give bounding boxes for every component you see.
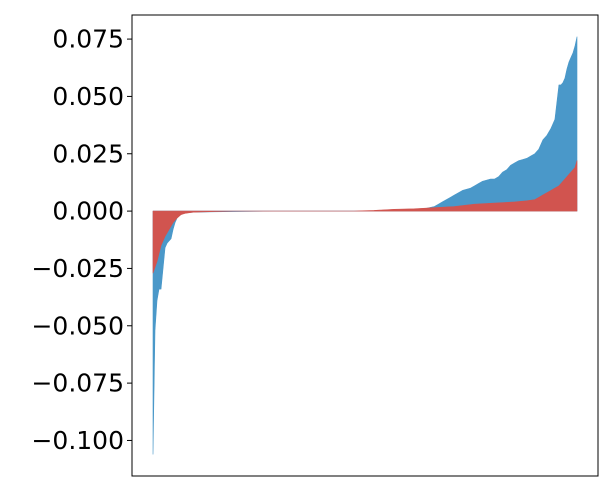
y-tick-label: 0.025 — [52, 139, 124, 168]
area-series-group — [152, 36, 578, 455]
area-series-2 — [152, 160, 578, 274]
y-tick-label: −0.075 — [31, 369, 124, 398]
y-tick-label: 0.075 — [52, 25, 124, 54]
y-tick-label: −0.100 — [31, 426, 124, 455]
y-tick-label: 0.050 — [52, 82, 124, 111]
y-axis: 0.075 0.050 0.025 0.000 −0.025 −0.050 −0.075 −0… — [31, 25, 132, 455]
area-series-1 — [152, 36, 578, 455]
y-tick-label: −0.050 — [31, 311, 124, 340]
y-tick-label: −0.025 — [31, 254, 124, 283]
plot-frame — [131, 14, 599, 477]
y-tick-label: 0.000 — [52, 197, 124, 226]
